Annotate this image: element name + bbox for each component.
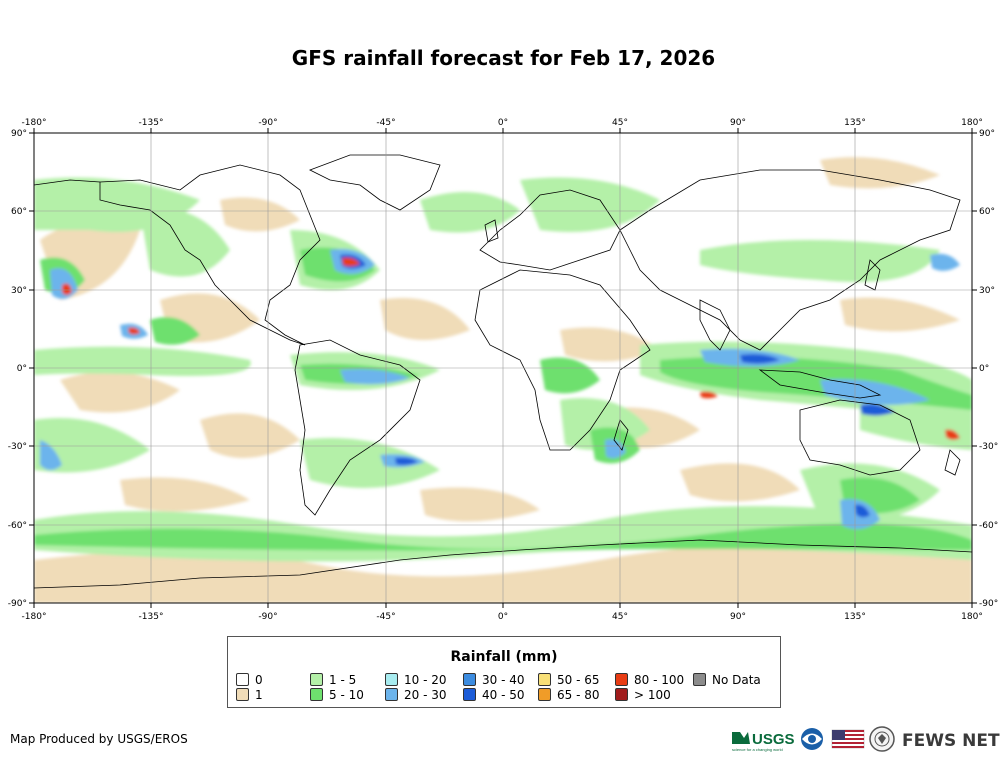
graticule [34,133,972,603]
us-flag [831,729,865,749]
lon-label: -180° [22,612,47,620]
legend-title: Rainfall (mm) [450,649,558,665]
lat-label: -90° [8,599,27,609]
lon-label: 0° [498,612,508,620]
legend-swatch [236,673,249,686]
lat-label: 60° [11,207,27,217]
lon-label: 0° [498,118,508,128]
legend-item: 5 - 10 [310,688,364,702]
legend-swatch [615,688,628,701]
lat-labels-left: 90° 60° 30° 0° -30° -60° -90° [8,129,27,609]
lon-label: 45° [612,612,628,620]
legend-swatch [385,673,398,686]
legend-swatch [236,688,249,701]
legend-swatch [463,688,476,701]
legend-item: 0 [236,673,263,687]
lon-label: -90° [258,118,277,128]
legend-item: 65 - 80 [538,688,600,702]
lat-label: 0° [979,364,989,374]
legend-item: 1 - 5 [310,673,356,687]
lat-label: 90° [11,129,27,139]
lat-label: 0° [17,364,27,374]
legend-item: 1 [236,688,263,702]
legend-item: > 100 [615,688,671,702]
lon-label: 90° [730,118,746,128]
lat-label: 90° [979,129,995,139]
lon-label: 135° [844,612,866,620]
lat-label: -30° [979,442,998,452]
lat-label: -90° [979,599,998,609]
logo-strip: USGS science for a changing world FEWS N… [732,726,1000,752]
svg-text:USGS: USGS [752,731,795,748]
lon-label: 180° [961,612,983,620]
fews-net-logo: FEWS NET [902,731,1000,751]
lon-label: -90° [258,612,277,620]
credit-text: Map Produced by USGS/EROS [10,732,188,746]
lat-label: -60° [979,521,998,531]
lon-label: 180° [961,118,983,128]
lat-label: -30° [8,442,27,452]
legend-item: 30 - 40 [463,673,525,687]
tick-marks [29,128,977,608]
legend-swatch [385,688,398,701]
usgs-logo: USGS science for a changing world [732,731,795,752]
lat-label: 60° [979,207,995,217]
legend-item: 20 - 30 [385,688,447,702]
lat-label: 30° [11,286,27,296]
lon-label: -180° [22,118,47,128]
lat-label: 30° [979,286,995,296]
lat-labels-right: 90° 60° 30° 0° -30° -60° -90° [979,129,998,609]
legend-swatch [538,673,551,686]
svg-text:science for a changing world: science for a changing world [732,747,783,752]
legend-swatch [310,688,323,701]
lon-labels-bottom: -180° -135° -90° -45° 0° 45° 90° 135° 18… [22,612,983,620]
lon-label: 45° [612,118,628,128]
rainfall-map: -180° -135° -90° -45° 0° 45° 90° 135° 18… [8,118,998,620]
map-title: GFS rainfall forecast for Feb 17, 2026 [291,46,716,70]
lon-labels-top: -180° -135° -90° -45° 0° 45° 90° 135° 18… [22,118,983,128]
legend-item: 10 - 20 [385,673,447,687]
legend-item: No Data [693,673,761,687]
lon-label: 135° [844,118,866,128]
legend-swatch [538,688,551,701]
lon-label: -45° [376,118,395,128]
legend-swatch [463,673,476,686]
lon-label: -135° [139,118,164,128]
lat-label: -60° [8,521,27,531]
rainfall-legend: Rainfall (mm) 0 1 1 - 5 5 - 10 10 - 20 2… [227,636,781,708]
state-department-seal [869,726,895,752]
legend-swatch [615,673,628,686]
lon-label: -45° [376,612,395,620]
legend-item: 40 - 50 [463,688,525,702]
noaa-logo [801,728,823,750]
legend-item: 80 - 100 [615,673,684,687]
legend-swatch [693,673,706,686]
lon-label: -135° [139,612,164,620]
legend-swatch [310,673,323,686]
lon-label: 90° [730,612,746,620]
legend-item: 50 - 65 [538,673,600,687]
